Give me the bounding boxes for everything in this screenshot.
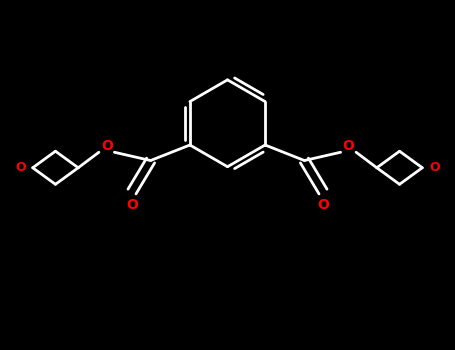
Text: O: O — [317, 198, 329, 212]
Text: O: O — [15, 161, 25, 174]
Text: O: O — [430, 161, 440, 174]
Text: O: O — [126, 198, 138, 212]
Text: O: O — [342, 139, 354, 153]
Text: O: O — [101, 139, 113, 153]
